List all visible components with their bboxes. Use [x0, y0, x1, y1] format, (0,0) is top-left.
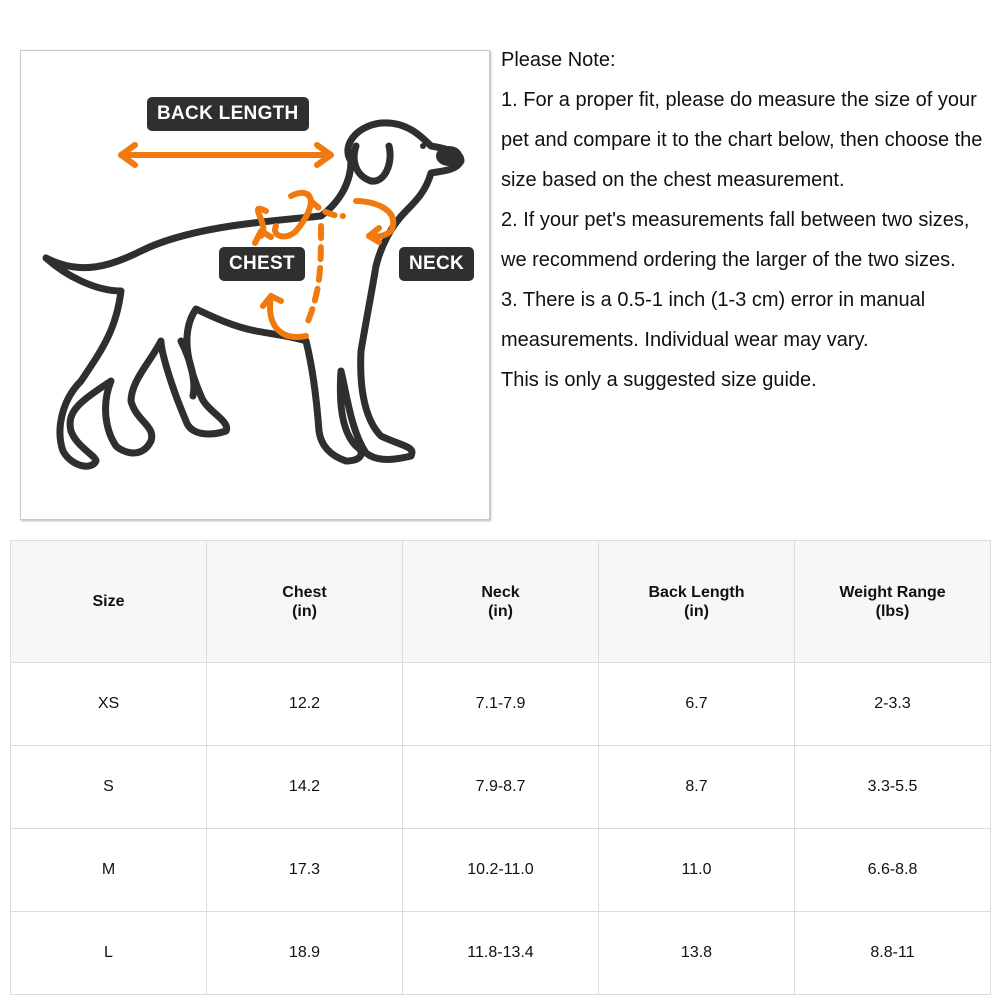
header-weight-range: Weight Range (lbs): [794, 540, 991, 663]
table-cell: 2-3.3: [794, 662, 991, 746]
header-size: Size: [10, 540, 207, 663]
table-cell: XS: [10, 662, 207, 746]
note-line: This is only a suggested size guide.: [501, 369, 817, 391]
table-cell: 7.1-7.9: [402, 662, 599, 746]
note-line: size based on the chest measurement.: [501, 169, 845, 191]
table-cell: 13.8: [598, 911, 795, 995]
table-cell: 17.3: [206, 828, 403, 912]
header-neck: Neck (in): [402, 540, 599, 663]
header-back-length: Back Length (in): [598, 540, 795, 663]
dog-measurement-diagram: BACK LENGTH CHEST NECK: [20, 50, 490, 520]
table-cell: 6.7: [598, 662, 795, 746]
header-label: Neck: [481, 583, 520, 601]
header-unit: (in): [684, 602, 709, 620]
notes-heading: Please Note:: [501, 49, 616, 71]
table-cell: 18.9: [206, 911, 403, 995]
table-row: S 14.2 7.9-8.7 8.7 3.3-5.5: [10, 745, 991, 829]
table-header-row: Size Chest (in) Neck (in) Back Length (in) …: [10, 540, 991, 663]
note-line: pet and compare it to the chart below, t…: [501, 129, 983, 151]
table-row: L 18.9 11.8-13.4 13.8 8.8-11: [10, 911, 991, 995]
chest-label: CHEST: [219, 247, 305, 281]
header-chest: Chest (in): [206, 540, 403, 663]
header-label: Weight Range: [839, 583, 946, 601]
header-label: Size: [92, 593, 125, 610]
note-line: we recommend ordering the larger of the …: [501, 249, 956, 271]
table-cell: 12.2: [206, 662, 403, 746]
note-line: 1. For a proper fit, please do measure t…: [501, 89, 977, 111]
note-line: measurements. Individual wear may vary.: [501, 329, 869, 351]
header-unit: (in): [488, 602, 513, 620]
header-label: Back Length: [648, 583, 745, 601]
table-cell: 11.8-13.4: [402, 911, 599, 995]
table-cell: 14.2: [206, 745, 403, 829]
table-row: XS 12.2 7.1-7.9 6.7 2-3.3: [10, 662, 991, 746]
table-cell: L: [10, 911, 207, 995]
table-cell: 8.7: [598, 745, 795, 829]
note-line: 3. There is a 0.5-1 inch (1-3 cm) error …: [501, 289, 926, 311]
size-notes: Please Note: 1. For a proper fit, please…: [501, 44, 1000, 404]
neck-label: NECK: [399, 247, 475, 281]
table-cell: 3.3-5.5: [794, 745, 991, 829]
note-line: 2. If your pet's measurements fall betwe…: [501, 209, 970, 231]
header-unit: (lbs): [875, 602, 910, 620]
table-row: M 17.3 10.2-11.0 11.0 6.6-8.8: [10, 828, 991, 912]
table-cell: 7.9-8.7: [402, 745, 599, 829]
table-cell: 8.8-11: [794, 911, 991, 995]
table-cell: S: [10, 745, 207, 829]
table-cell: M: [10, 828, 207, 912]
table-cell: 11.0: [598, 828, 795, 912]
header-label: Chest: [282, 583, 327, 601]
size-chart-table: Size Chest (in) Neck (in) Back Length (in) …: [10, 540, 991, 995]
dog-outline-illustration: [42, 119, 465, 470]
back-length-label: BACK LENGTH: [147, 97, 309, 131]
table-cell: 10.2-11.0: [402, 828, 599, 912]
header-unit: (in): [292, 602, 317, 620]
table-cell: 6.6-8.8: [794, 828, 991, 912]
